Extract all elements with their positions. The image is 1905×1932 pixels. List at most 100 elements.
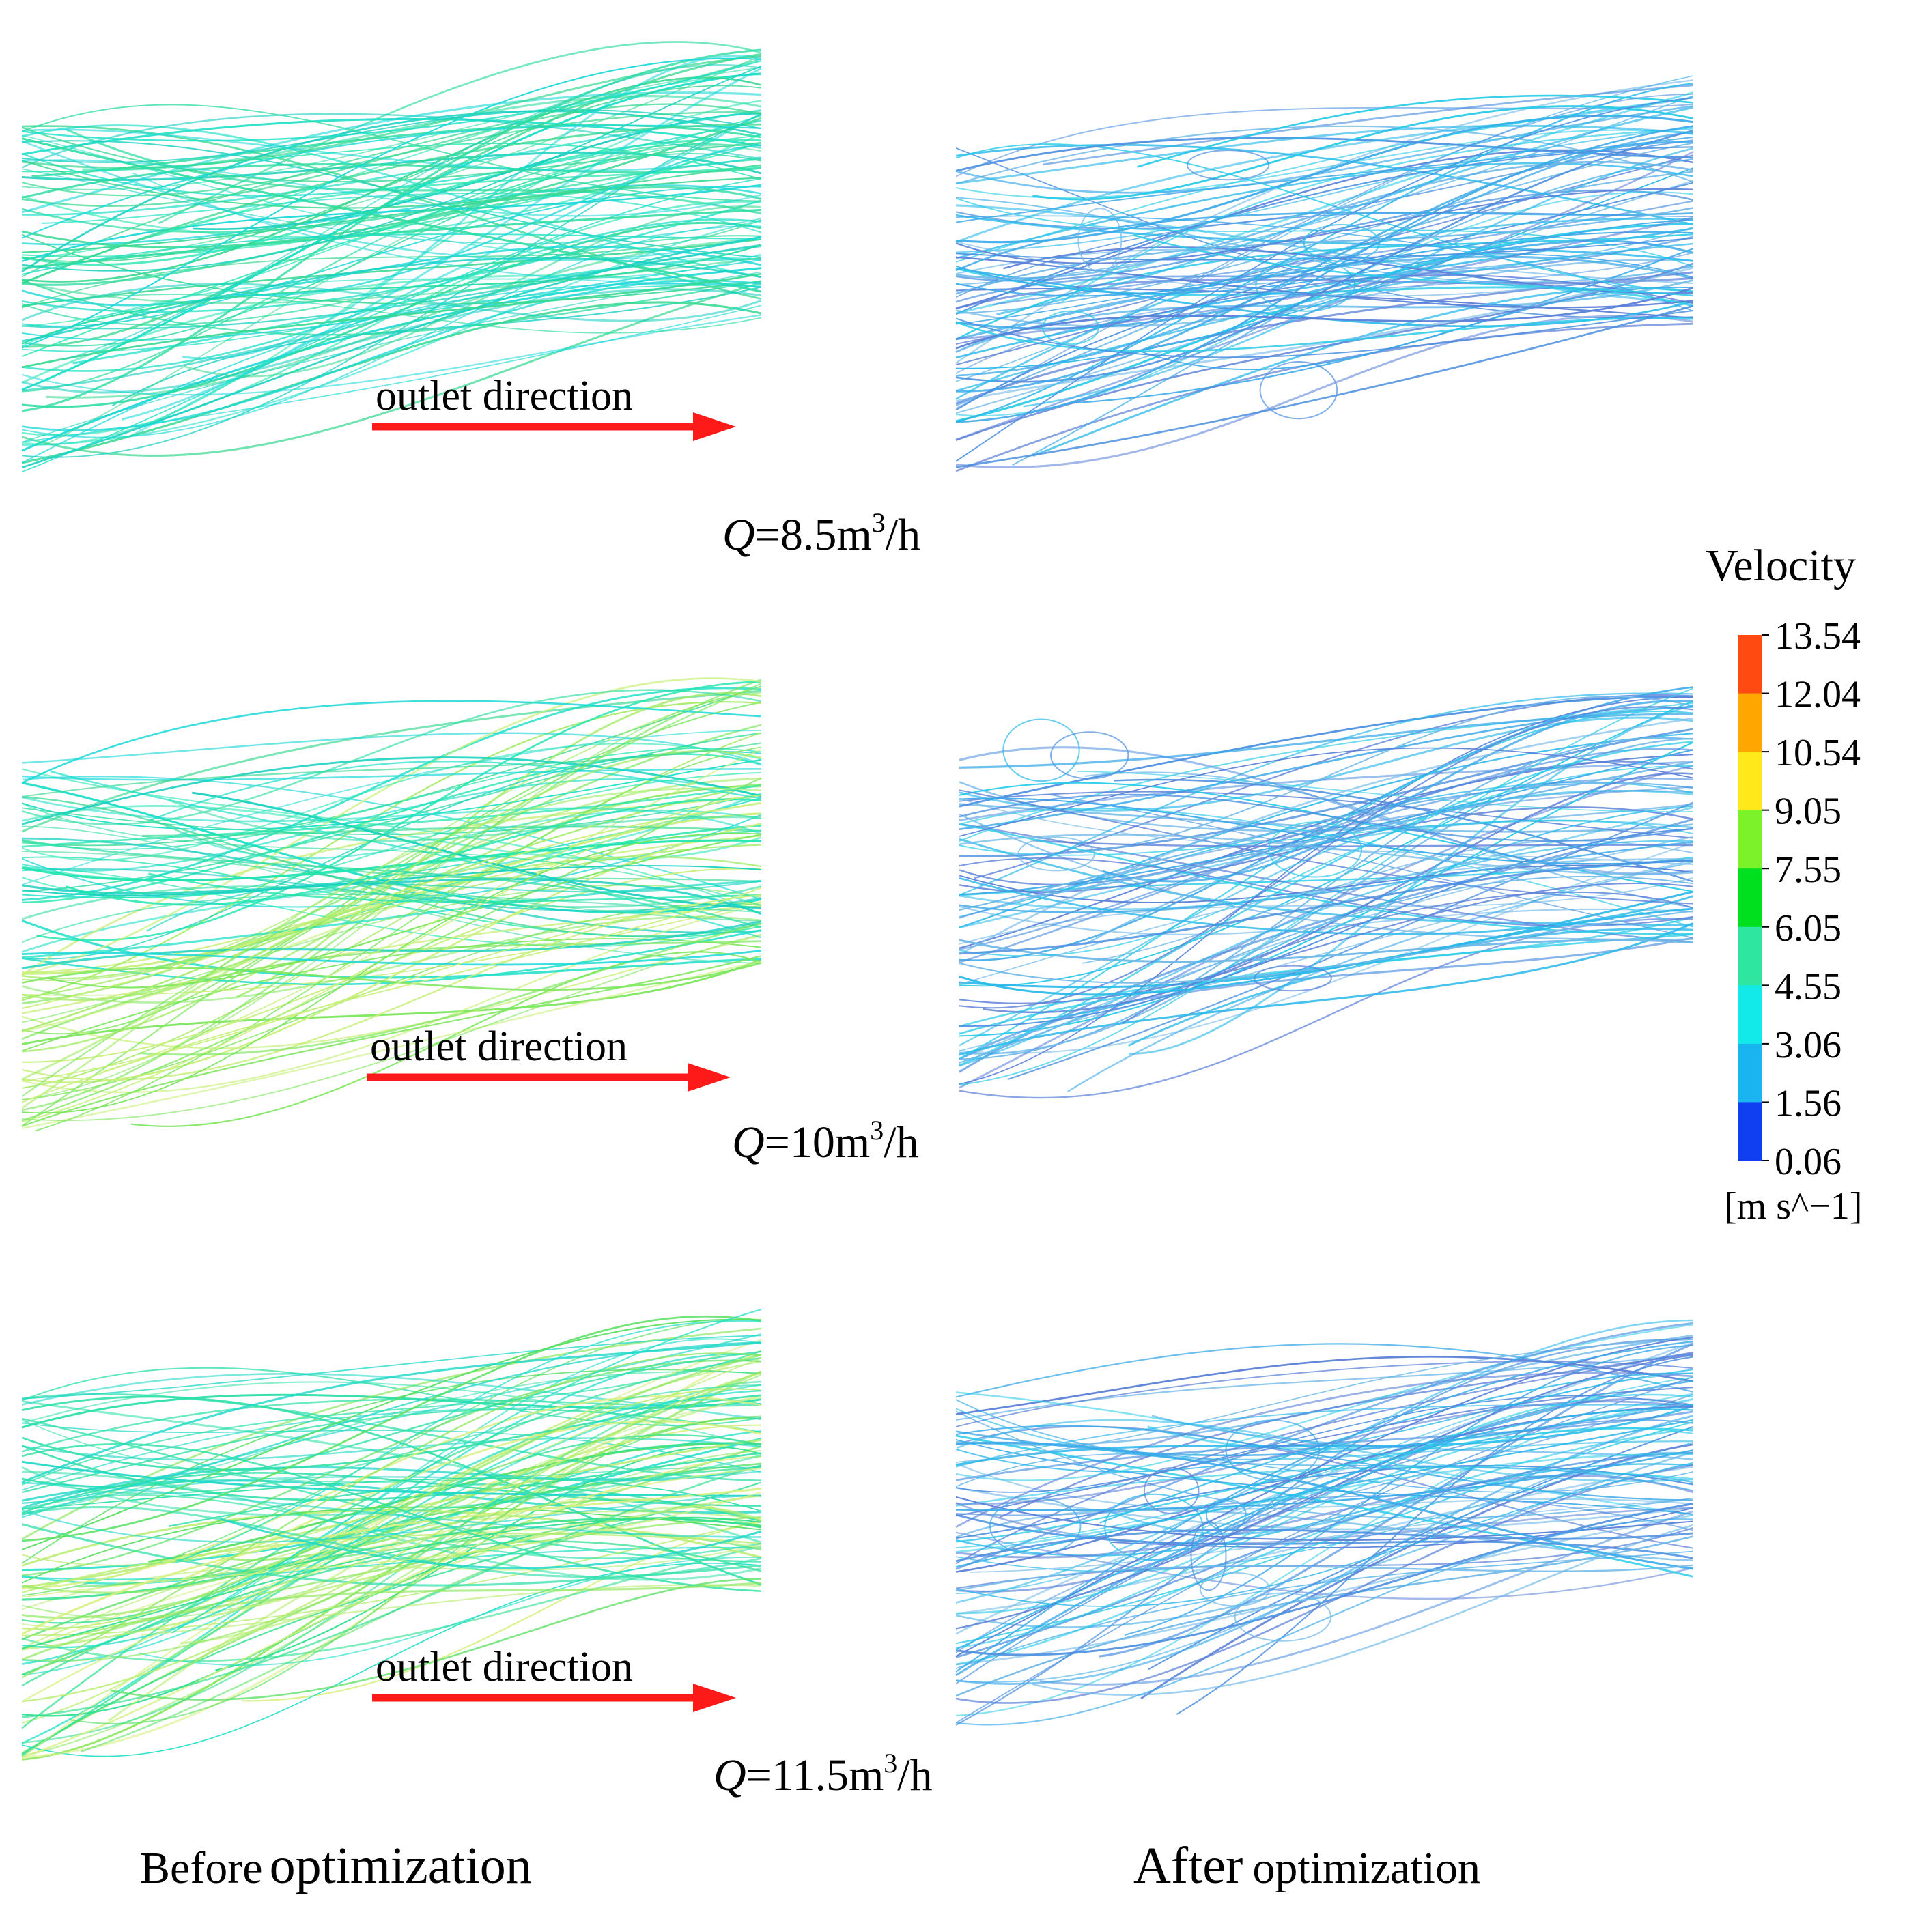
streamline	[959, 828, 1694, 1027]
streamline	[955, 1339, 1694, 1463]
legend-tick-label: 0.06	[1775, 1141, 1841, 1183]
vortex-loop	[1254, 965, 1332, 992]
streamline	[955, 1351, 1694, 1565]
legend-tick-label: 9.05	[1775, 791, 1841, 833]
streamline	[21, 1491, 762, 1598]
streamline	[955, 1564, 1694, 1592]
streamline	[21, 940, 762, 1040]
streamline	[955, 182, 1694, 411]
legend-band	[1738, 926, 1762, 986]
streamline	[957, 1462, 1694, 1607]
streamline	[141, 1584, 762, 1636]
streamline	[21, 1516, 762, 1649]
streamline	[959, 696, 1694, 1085]
streamline	[983, 772, 1694, 1014]
streamline	[21, 283, 762, 322]
streamline	[21, 796, 762, 937]
streamline	[21, 221, 762, 408]
streamline	[21, 794, 762, 1123]
streamline	[132, 172, 762, 285]
streamline	[21, 1359, 762, 1576]
streamline	[955, 218, 1694, 400]
streamline	[21, 1520, 762, 1636]
streamline	[21, 743, 762, 861]
streamline	[21, 933, 762, 1122]
streamline	[1137, 94, 1694, 168]
column-label-before: Before optimization	[140, 1837, 532, 1894]
streamline	[130, 951, 762, 1127]
streamline	[1077, 771, 1694, 812]
streamline	[21, 1372, 762, 1703]
streamline	[21, 1394, 762, 1471]
legend-band	[1738, 1043, 1762, 1103]
streamline	[21, 823, 762, 1083]
legend-tick-label: 12.04	[1775, 674, 1861, 716]
streamline	[139, 1557, 762, 1666]
streamline	[955, 1453, 1694, 1493]
legend-band	[1738, 868, 1762, 928]
streamline	[21, 1350, 762, 1488]
streamline	[21, 66, 762, 272]
streamline	[959, 733, 1694, 928]
streamline	[158, 41, 762, 225]
streamline	[72, 257, 762, 365]
streamline	[21, 109, 762, 163]
vortex-loop	[1303, 224, 1381, 262]
streamline	[1122, 891, 1694, 1024]
legend-tick-label: 4.55	[1775, 965, 1841, 1008]
streamline	[21, 153, 762, 347]
flow-rate-label-row-2: Q=10m3/h	[732, 1115, 919, 1167]
streamline	[1129, 704, 1694, 1055]
streamline	[1067, 861, 1694, 1093]
streamline	[21, 1408, 762, 1494]
flow-rate-exponent: 3	[872, 507, 886, 538]
streamline	[236, 692, 762, 998]
streamline	[955, 1340, 1694, 1673]
legend-band	[1738, 635, 1762, 694]
streamline	[959, 695, 1694, 808]
vortex-loop	[1077, 208, 1123, 272]
streamline-panel	[21, 41, 762, 473]
vortex-loop	[1186, 150, 1270, 181]
streamline	[955, 219, 1694, 294]
streamline	[955, 227, 1694, 359]
streamline-panels	[21, 41, 1694, 1761]
streamline	[21, 1372, 762, 1421]
streamline	[21, 868, 762, 1063]
streamline	[21, 128, 762, 172]
legend-ticks: 13.54 12.04 10.54 9.05 7.55 6.05 4.55 3.06 1.56 0…	[1762, 615, 1861, 1183]
streamline	[959, 716, 1694, 812]
streamline	[955, 1427, 1694, 1649]
streamline	[955, 95, 1694, 285]
legend-tick-label: 10.54	[1775, 732, 1861, 774]
streamline	[21, 905, 762, 1094]
streamline	[21, 119, 762, 197]
streamline	[21, 1350, 762, 1486]
streamline	[955, 129, 1694, 383]
streamline	[955, 310, 1694, 358]
streamline	[69, 1415, 762, 1724]
streamline	[21, 159, 762, 209]
legend-tick-label: 13.54	[1775, 615, 1861, 657]
streamline	[955, 304, 1694, 468]
streamline	[1032, 105, 1694, 201]
streamline	[993, 200, 1694, 306]
streamline	[21, 271, 762, 443]
streamline	[955, 1355, 1694, 1415]
legend-band	[1738, 693, 1762, 752]
streamline	[955, 1503, 1694, 1656]
streamline	[21, 288, 762, 394]
streamline	[21, 113, 762, 169]
legend-title: Velocity	[1706, 541, 1856, 591]
streamline	[21, 301, 762, 464]
streamline	[139, 922, 762, 1056]
streamline	[21, 1357, 762, 1566]
streamline	[149, 760, 762, 821]
streamline	[36, 692, 762, 1098]
flow-rate-symbol: Q	[732, 1118, 765, 1167]
streamline	[955, 129, 1694, 199]
streamline	[21, 1381, 762, 1448]
streamline	[21, 1494, 762, 1559]
streamline	[955, 1453, 1694, 1553]
streamline	[955, 197, 1694, 283]
